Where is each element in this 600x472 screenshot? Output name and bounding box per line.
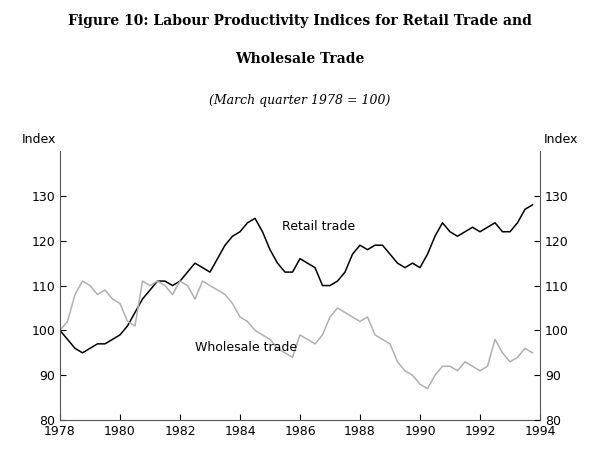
Text: Index: Index [544,133,578,146]
Text: Wholesale Trade: Wholesale Trade [235,52,365,66]
Text: Figure 10: Labour Productivity Indices for Retail Trade and: Figure 10: Labour Productivity Indices f… [68,14,532,28]
Text: Index: Index [22,133,56,146]
Text: Retail trade: Retail trade [282,219,355,233]
Text: (March quarter 1978 = 100): (March quarter 1978 = 100) [209,94,391,108]
Text: Wholesale trade: Wholesale trade [195,341,297,354]
